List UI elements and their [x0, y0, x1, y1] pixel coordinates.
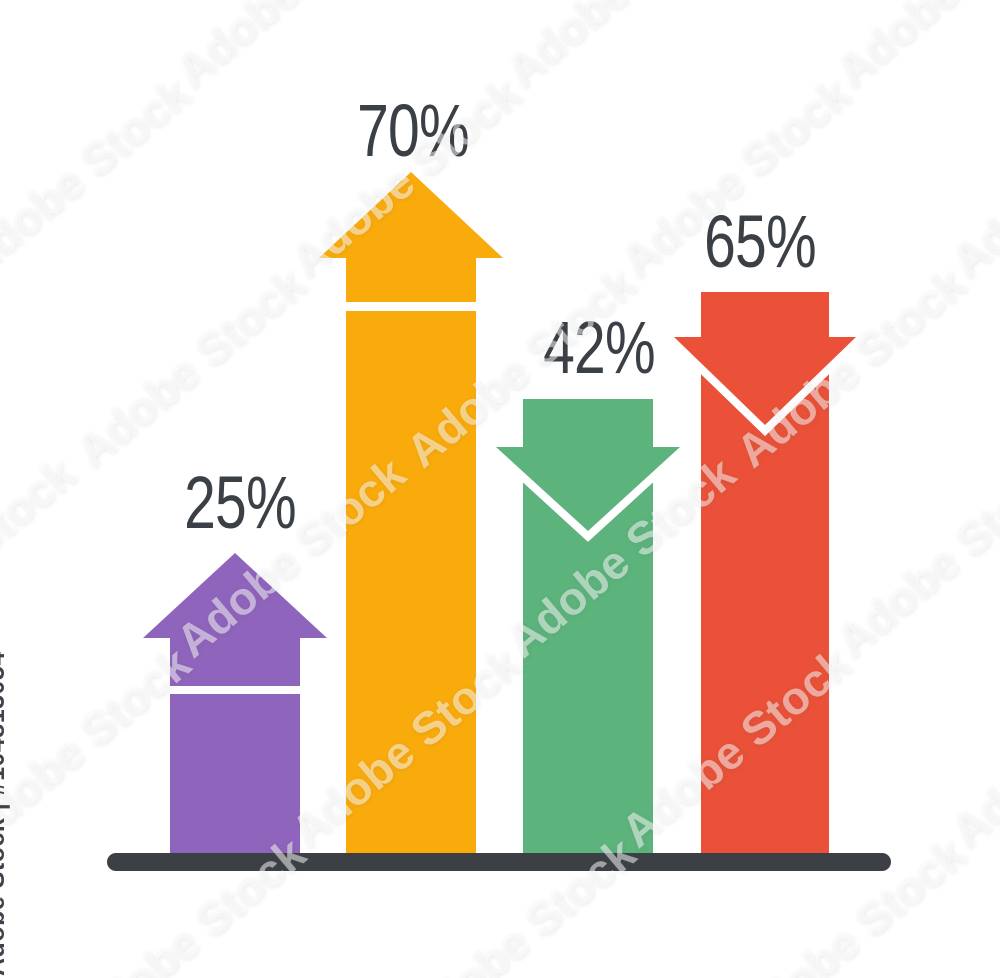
arrow-bar-2-up [319, 172, 503, 856]
baseline-bar [107, 853, 891, 871]
arrow-bar-1-up [143, 553, 327, 856]
arrow-bar-3-down [490, 399, 686, 856]
arrow-bar-4-down [668, 292, 862, 856]
